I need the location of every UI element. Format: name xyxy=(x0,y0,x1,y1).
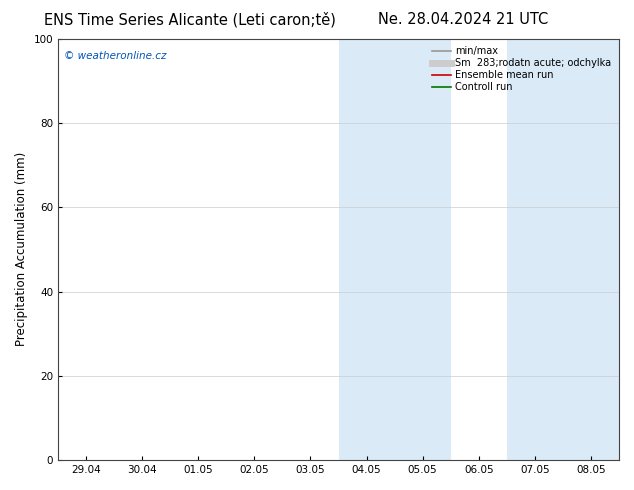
Legend: min/max, Sm  283;rodatn acute; odchylka, Ensemble mean run, Controll run: min/max, Sm 283;rodatn acute; odchylka, … xyxy=(429,44,614,95)
Text: ENS Time Series Alicante (Leti caron;tě): ENS Time Series Alicante (Leti caron;tě) xyxy=(44,12,336,28)
Bar xyxy=(507,39,563,460)
Bar xyxy=(339,39,394,460)
Bar xyxy=(394,39,451,460)
Bar xyxy=(563,39,619,460)
Text: © weatheronline.cz: © weatheronline.cz xyxy=(63,51,166,61)
Y-axis label: Precipitation Accumulation (mm): Precipitation Accumulation (mm) xyxy=(15,152,28,346)
Text: Ne. 28.04.2024 21 UTC: Ne. 28.04.2024 21 UTC xyxy=(378,12,548,27)
